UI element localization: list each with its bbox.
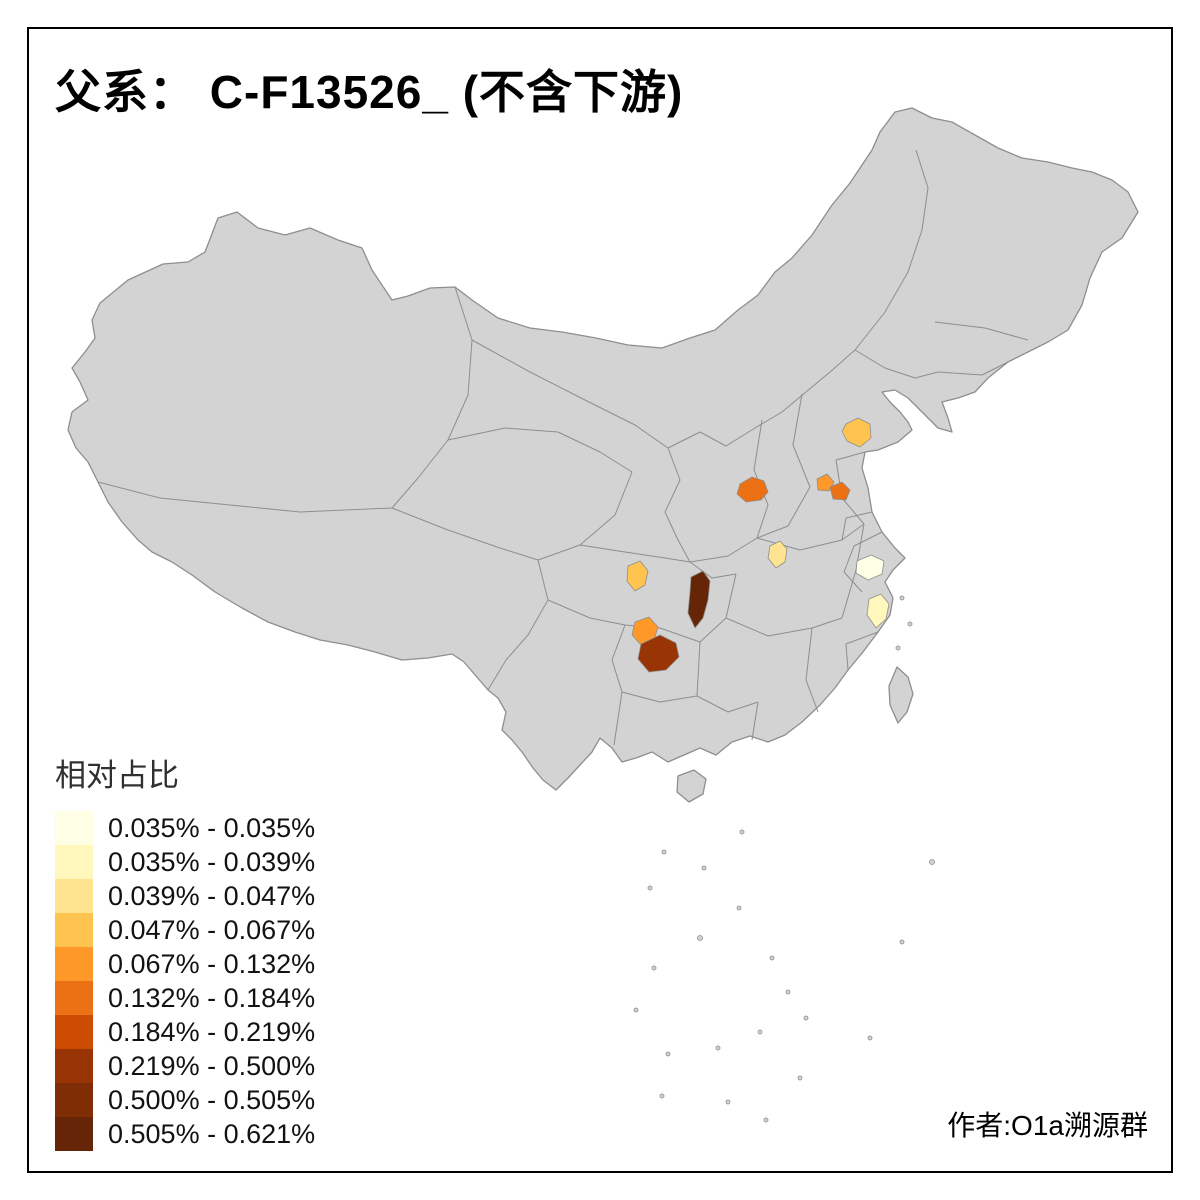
region-zhejiang-north (855, 554, 885, 581)
legend-items: 0.035% - 0.035% 0.035% - 0.039% 0.039% - 0… (55, 811, 315, 1151)
legend-swatch (55, 1083, 93, 1117)
legend-swatch (55, 1117, 93, 1151)
legend-item: 0.184% - 0.219% (55, 1015, 315, 1049)
legend-swatch (55, 811, 93, 845)
highlight-regions (626, 417, 890, 673)
legend-item: 0.035% - 0.035% (55, 811, 315, 845)
region-chongqing-dark (687, 570, 711, 629)
province-border (937, 361, 1009, 376)
legend-label: 0.505% - 0.621% (108, 1118, 316, 1149)
province-border (725, 617, 843, 637)
legend-item: 0.047% - 0.067% (55, 913, 315, 947)
legend-swatch (55, 1049, 93, 1083)
province-border (689, 537, 758, 563)
province-border (854, 149, 929, 351)
region-hubei-west (767, 540, 788, 569)
legend-label: 0.035% - 0.035% (108, 812, 316, 843)
legend-item: 0.505% - 0.621% (55, 1117, 315, 1151)
province-border (756, 486, 811, 539)
province-border (696, 695, 759, 713)
legend-label: 0.035% - 0.039% (108, 846, 316, 877)
province-border (447, 427, 633, 473)
legend-label: 0.500% - 0.505% (108, 1084, 316, 1115)
legend-item: 0.067% - 0.132% (55, 947, 315, 981)
legend-swatch (55, 947, 93, 981)
region-shandong-west (841, 417, 872, 448)
region-sichuan-east (626, 560, 649, 592)
province-border (621, 641, 701, 703)
province-border (934, 321, 1029, 341)
province-border (97, 481, 393, 513)
province-border (579, 544, 691, 563)
legend-item: 0.500% - 0.505% (55, 1083, 315, 1117)
legend-label: 0.184% - 0.219% (108, 1016, 316, 1047)
province-border (613, 691, 623, 746)
legend-swatch (55, 845, 93, 879)
plot-title: 父系： C-F13526_ (不含下游) (55, 66, 684, 118)
province-border (841, 511, 873, 541)
region-shaanxi-guanzhong (736, 476, 769, 503)
province-border (792, 393, 811, 488)
legend-swatch (55, 879, 93, 913)
region-henan-east (829, 481, 851, 501)
legend-label: 0.067% - 0.132% (108, 948, 316, 979)
legend-swatch (55, 1015, 93, 1049)
province-border (805, 627, 819, 713)
attribution: 作者:O1a溯源群 (947, 1110, 1148, 1141)
legend-item: 0.039% - 0.047% (55, 879, 315, 913)
province-border (611, 624, 626, 693)
province-border (689, 561, 737, 579)
mainland-outline (67, 107, 1139, 791)
legend: 相对占比 0.035% - 0.035% 0.035% - 0.039% 0.039… (55, 750, 315, 1151)
province-border (471, 339, 856, 449)
province-borders (97, 149, 1029, 746)
small-islands (633, 595, 935, 1123)
legend-item: 0.035% - 0.039% (55, 845, 315, 879)
legend-label: 0.132% - 0.184% (108, 982, 316, 1013)
taiwan-island (888, 666, 914, 724)
legend-item: 0.132% - 0.184% (55, 981, 315, 1015)
hainan-island (676, 769, 707, 803)
region-guizhou-central (637, 634, 680, 673)
legend-label: 0.219% - 0.500% (108, 1050, 316, 1081)
province-border (835, 451, 866, 525)
province-border (843, 531, 883, 593)
legend-title: 相对占比 (55, 758, 179, 793)
legend-swatch (55, 913, 93, 947)
legend-swatch (55, 981, 93, 1015)
province-border (664, 447, 691, 563)
province-border (854, 349, 939, 379)
legend-label: 0.047% - 0.067% (108, 914, 316, 945)
legend-label: 0.039% - 0.047% (108, 880, 316, 911)
legend-item: 0.219% - 0.500% (55, 1049, 315, 1083)
province-border (537, 471, 633, 561)
province-border (391, 286, 473, 509)
region-zhejiang-coast (866, 593, 890, 629)
province-border (845, 631, 879, 671)
province-border (751, 701, 759, 741)
province-border (391, 507, 549, 691)
